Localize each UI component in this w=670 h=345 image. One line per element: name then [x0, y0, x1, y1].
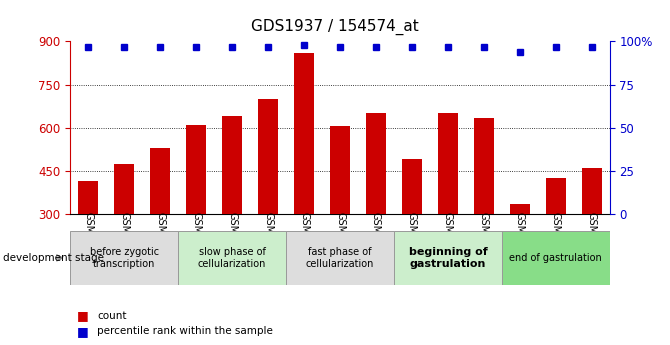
Text: percentile rank within the sample: percentile rank within the sample — [97, 326, 273, 336]
Text: GSM90259: GSM90259 — [551, 212, 561, 265]
Text: ■: ■ — [77, 309, 89, 322]
Text: ■: ■ — [77, 325, 89, 338]
Bar — [510, 204, 530, 214]
Text: GSM90229: GSM90229 — [191, 212, 201, 265]
Bar — [330, 126, 350, 214]
Bar — [394, 231, 502, 285]
Bar — [546, 178, 565, 214]
Text: GSM90227: GSM90227 — [119, 212, 129, 265]
Text: GSM90260: GSM90260 — [587, 212, 597, 265]
Bar — [150, 148, 170, 214]
Bar — [178, 231, 286, 285]
Bar — [438, 113, 458, 214]
Bar — [294, 53, 314, 214]
Bar — [70, 231, 178, 285]
Text: slow phase of
cellularization: slow phase of cellularization — [198, 247, 267, 269]
Text: GSM90256: GSM90256 — [443, 212, 453, 265]
Bar — [502, 231, 610, 285]
Text: GSM90228: GSM90228 — [155, 212, 165, 265]
Bar — [258, 99, 278, 214]
Bar — [582, 168, 602, 214]
Bar — [402, 159, 422, 214]
Bar — [474, 118, 494, 214]
Text: count: count — [97, 311, 127, 321]
Text: GSM90258: GSM90258 — [515, 212, 525, 265]
Text: GSM90233: GSM90233 — [335, 212, 345, 265]
Text: GSM90255: GSM90255 — [407, 212, 417, 265]
Bar — [115, 164, 134, 214]
Bar — [366, 113, 386, 214]
Text: GDS1937 / 154574_at: GDS1937 / 154574_at — [251, 19, 419, 35]
Text: before zygotic
transcription: before zygotic transcription — [90, 247, 159, 269]
Bar — [222, 116, 242, 214]
Text: beginning of
gastrulation: beginning of gastrulation — [409, 247, 487, 269]
Text: GSM90234: GSM90234 — [371, 212, 381, 265]
Bar — [78, 181, 98, 214]
Text: end of gastrulation: end of gastrulation — [509, 253, 602, 263]
Text: GSM90257: GSM90257 — [479, 212, 489, 265]
Text: GSM90232: GSM90232 — [299, 212, 309, 265]
Text: GSM90230: GSM90230 — [227, 212, 237, 265]
Bar — [286, 231, 394, 285]
Text: fast phase of
cellularization: fast phase of cellularization — [306, 247, 375, 269]
Text: development stage: development stage — [3, 253, 105, 263]
Text: GSM90226: GSM90226 — [83, 212, 93, 265]
Bar — [186, 125, 206, 214]
Text: GSM90231: GSM90231 — [263, 212, 273, 265]
